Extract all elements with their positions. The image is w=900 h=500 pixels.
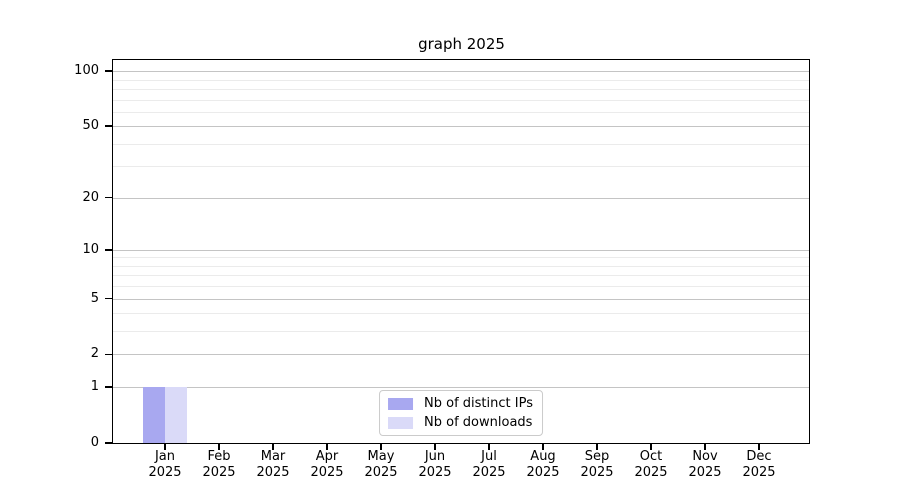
y-tick-label: 1: [90, 379, 99, 395]
y-axis-tick: [105, 249, 113, 251]
y-tick-label: 10: [82, 241, 99, 257]
y-axis-tick: [105, 442, 113, 444]
x-tick-label: Sep 2025: [580, 449, 614, 480]
gridline-minor: [113, 111, 809, 113]
legend-label: Nb of downloads: [424, 415, 533, 430]
gridline-minor: [113, 99, 809, 101]
x-tick-label: Feb 2025: [202, 449, 236, 480]
gridline-major: [113, 354, 809, 356]
plot-area: Nb of distinct IPs Nb of downloads 0 1 2 5 10…: [74, 59, 810, 480]
x-tick-label: Nov 2025: [688, 449, 722, 480]
x-tick-label: Jun 2025: [418, 449, 452, 480]
y-axis-tick: [105, 125, 113, 127]
x-axis-tick: [650, 443, 652, 450]
y-axis-tick: [105, 70, 113, 72]
gridline-minor: [113, 286, 809, 288]
gridline-minor: [113, 166, 809, 168]
gridline-minor: [113, 257, 809, 259]
x-axis-tick: [704, 443, 706, 450]
x-axis-tick: [380, 443, 382, 450]
x-axis-tick: [596, 443, 598, 450]
bar-nb-of-downloads: [165, 387, 187, 443]
bar-nb-of-distinct-ips: [143, 387, 165, 443]
chart-title: graph 2025: [418, 35, 505, 53]
y-axis-tick: [105, 353, 113, 356]
y-tick-label: 100: [74, 63, 99, 79]
legend-entry: Nb of downloads: [388, 415, 533, 430]
x-axis-tick: [758, 443, 760, 450]
x-axis-tick: [434, 443, 436, 450]
gridline-minor: [113, 313, 809, 315]
gridline-minor: [113, 265, 809, 267]
y-tick-label: 20: [82, 189, 99, 205]
legend-swatch: [388, 397, 414, 410]
x-tick-label: Aug 2025: [526, 449, 560, 480]
y-axis-tick: [105, 196, 113, 199]
x-axis-tick: [272, 443, 274, 450]
x-tick-label: Oct 2025: [634, 449, 668, 480]
x-tick-label: May 2025: [364, 449, 398, 480]
legend-label: Nb of distinct IPs: [424, 396, 533, 411]
gridline-minor: [113, 275, 809, 277]
y-axis-tick: [105, 386, 113, 388]
legend: Nb of distinct IPs Nb of downloads: [379, 390, 543, 436]
x-axis-tick: [326, 443, 328, 450]
gridline-major: [113, 387, 809, 389]
gridline-minor: [113, 88, 809, 90]
gridline-minor: [113, 79, 809, 81]
legend-entry: Nb of distinct IPs: [388, 396, 533, 411]
x-tick-label: Dec 2025: [742, 449, 776, 480]
x-tick-label: Apr 2025: [310, 449, 344, 480]
gridline-major: [113, 298, 809, 300]
y-tick-label: 5: [90, 290, 99, 306]
y-tick-label: 2: [90, 346, 99, 362]
y-axis-tick: [105, 297, 113, 300]
y-tick-label: 0: [90, 435, 99, 450]
legend-swatch: [388, 416, 414, 429]
gridline-major: [113, 197, 809, 199]
x-axis-tick: [488, 443, 490, 450]
gridline-minor: [113, 143, 809, 145]
x-axis-tick: [218, 443, 220, 450]
y-tick-label: 50: [82, 118, 99, 134]
gridline-major: [113, 71, 809, 73]
gridline-major: [113, 249, 809, 251]
x-tick-label: Jul 2025: [472, 449, 506, 480]
x-tick-label: Mar 2025: [256, 449, 290, 480]
x-tick-label: Jan 2025: [148, 449, 182, 480]
gridline-major: [113, 126, 809, 128]
x-axis-tick: [164, 443, 166, 450]
gridline-minor: [113, 331, 809, 333]
x-axis-tick: [542, 443, 544, 450]
